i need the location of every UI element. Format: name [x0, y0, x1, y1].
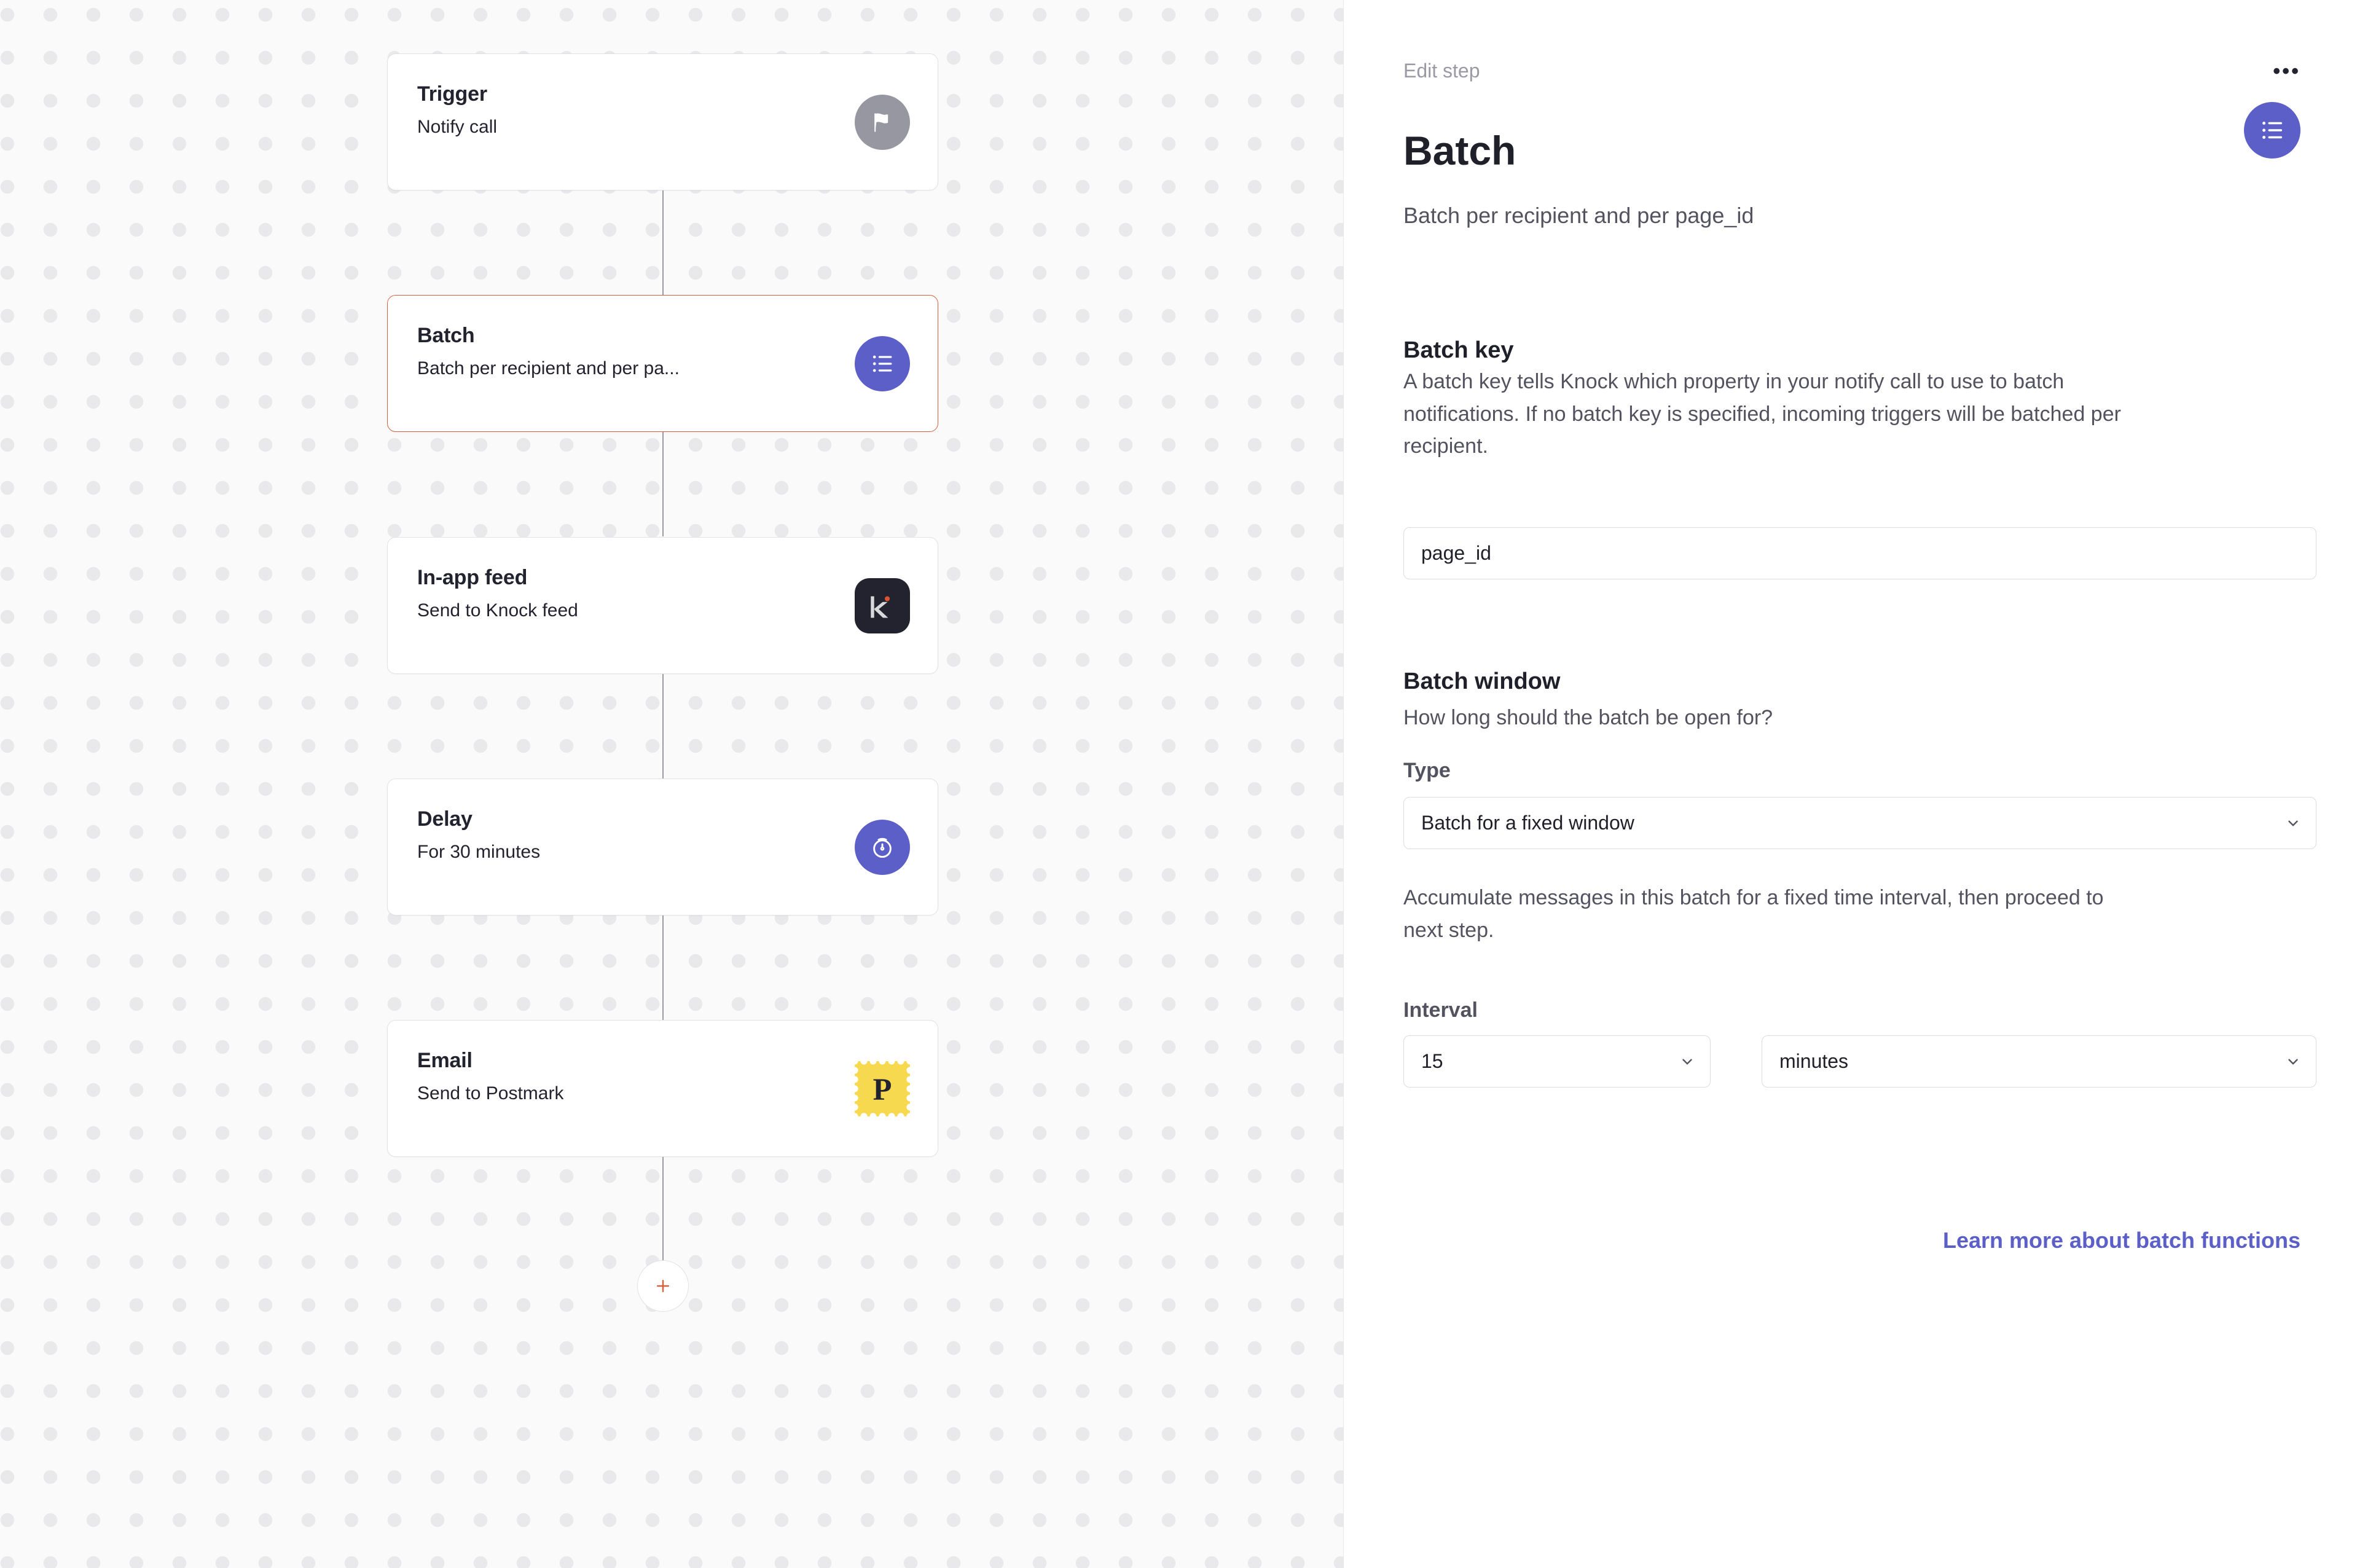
svg-text:P: P — [873, 1072, 892, 1107]
